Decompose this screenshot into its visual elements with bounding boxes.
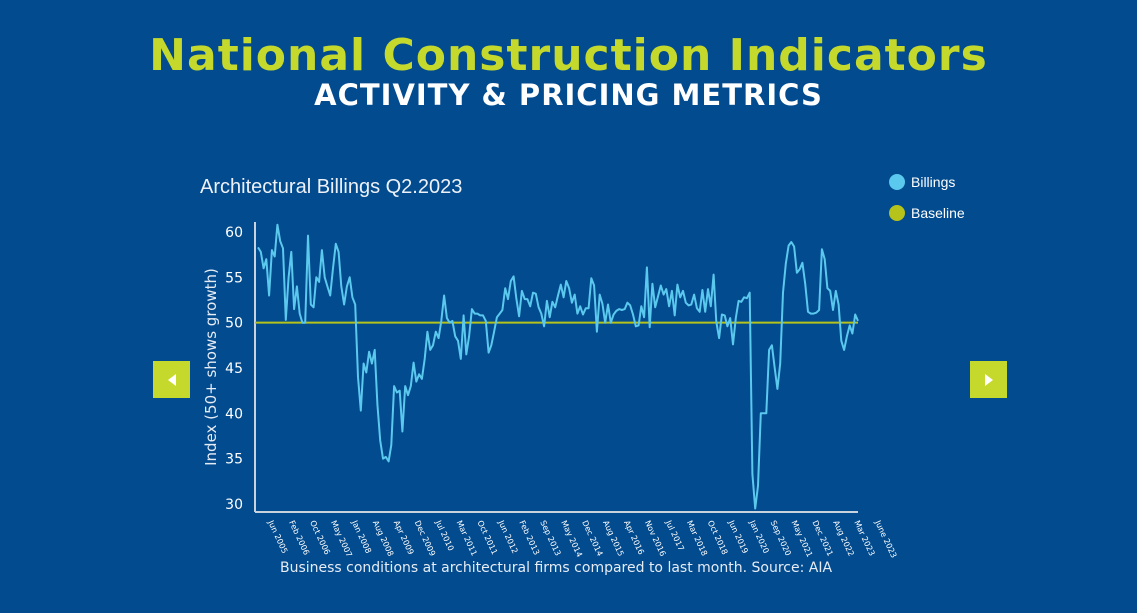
x-tick-label: Oct 2006 [308, 519, 332, 556]
x-tick-label: Jan 2020 [747, 518, 770, 555]
x-tick-label: Aug 2022 [831, 519, 855, 558]
y-tick-label: 35 [225, 452, 243, 468]
x-tick-label: Jun 2019 [726, 518, 750, 555]
x-tick-label: Jul 2017 [663, 518, 685, 552]
baseline-swatch-icon [889, 205, 905, 221]
y-tick-label: 50 [225, 316, 243, 332]
x-tick-label: Mar 2011 [455, 519, 479, 557]
legend-item-baseline[interactable]: Baseline [889, 205, 965, 221]
x-tick-label: Feb 2013 [517, 519, 541, 556]
page-title: National Construction Indicators [149, 30, 988, 81]
x-tick-label: May 2007 [329, 519, 354, 559]
x-tick-label: Aug 2008 [371, 519, 395, 558]
legend-item-billings[interactable]: Billings [889, 174, 955, 190]
x-tick-label: Jul 2010 [433, 518, 455, 552]
triangle-left-icon [167, 373, 176, 386]
prev-slide-button[interactable] [153, 361, 190, 398]
x-tick-label: Feb 2006 [287, 519, 311, 556]
x-tick-label: Jun 2005 [266, 518, 290, 555]
x-tick-label: Dec 2009 [413, 519, 437, 558]
x-tick-label: Sep 2013 [538, 519, 562, 557]
chart-caption: Business conditions at architectural fir… [279, 560, 833, 576]
x-tick-label: Mar 2023 [852, 519, 876, 557]
y-tick-label: 55 [225, 270, 243, 286]
x-tick-label: Jun 2012 [496, 518, 520, 555]
triangle-right-icon [984, 373, 993, 386]
x-tick-label: Nov 2016 [643, 519, 667, 558]
billings-swatch-icon [889, 174, 905, 190]
page-subtitle: ACTIVITY & PRICING METRICS [314, 78, 823, 112]
y-tick-label: 40 [225, 406, 243, 422]
x-tick-label: Mar 2018 [685, 519, 709, 557]
x-tick-label: Jan 2008 [349, 518, 372, 555]
x-tick-label: Apr 2009 [392, 519, 416, 556]
y-tick-label: 60 [225, 225, 243, 241]
x-tick-label: Dec 2021 [810, 519, 834, 558]
next-slide-button[interactable] [970, 361, 1007, 398]
x-tick-label: Oct 2018 [706, 519, 730, 556]
x-tick-label: Dec 2014 [580, 519, 604, 558]
y-tick-label: 30 [225, 497, 243, 513]
x-tick-label: Sep 2020 [769, 519, 793, 557]
x-tick-label: Apr 2016 [622, 519, 646, 556]
y-tick-label: 45 [225, 361, 243, 377]
billings-line [257, 223, 859, 510]
x-tick-label: Aug 2015 [601, 519, 625, 558]
legend-label: Baseline [911, 205, 965, 221]
legend-label: Billings [911, 174, 956, 190]
chart-title: Architectural Billings Q2.2023 [200, 176, 463, 198]
x-tick-label: Oct 2011 [475, 519, 499, 556]
y-axis-label: Index (50+ shows growth) [202, 268, 220, 466]
